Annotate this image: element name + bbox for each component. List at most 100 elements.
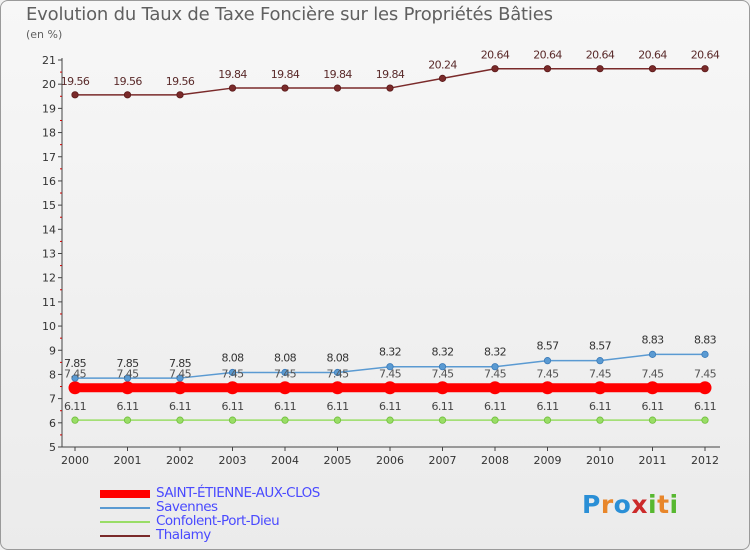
y-tick-label: 14 bbox=[42, 223, 56, 236]
data-label: 7.45 bbox=[431, 368, 454, 381]
x-tick-label: 2011 bbox=[639, 454, 667, 467]
data-label: 19.56 bbox=[61, 75, 90, 88]
x-tick-label: 2006 bbox=[376, 454, 404, 467]
data-point bbox=[333, 416, 342, 424]
data-point bbox=[541, 381, 554, 395]
data-point bbox=[491, 363, 499, 371]
y-tick-label: 9 bbox=[49, 344, 56, 357]
data-label: 20.64 bbox=[481, 49, 510, 62]
data-label: 8.08 bbox=[221, 352, 244, 365]
legend-item: Confolent-Port-Dieu bbox=[100, 513, 460, 529]
data-label: 7.45 bbox=[274, 368, 297, 381]
data-label: 6.11 bbox=[326, 400, 348, 413]
y-tick-label: 19 bbox=[42, 102, 56, 115]
data-label: 6.11 bbox=[536, 400, 558, 413]
data-point bbox=[71, 374, 79, 382]
x-tick-label: 2012 bbox=[691, 454, 719, 467]
data-label: 7.45 bbox=[64, 368, 87, 381]
data-label: 6.11 bbox=[169, 400, 191, 413]
data-label: 8.08 bbox=[326, 352, 349, 365]
data-point bbox=[176, 91, 184, 99]
data-label: 7.85 bbox=[64, 357, 87, 370]
data-point bbox=[176, 374, 184, 382]
data-point bbox=[701, 65, 709, 73]
legend-item: SAINT-ÉTIENNE-AUX-CLOS bbox=[100, 485, 460, 501]
logo-letter: i bbox=[669, 490, 679, 519]
logo-letter: o bbox=[613, 490, 632, 519]
data-label: 6.11 bbox=[116, 400, 138, 413]
logo-letter: P bbox=[582, 490, 601, 519]
data-label: 8.57 bbox=[536, 340, 559, 353]
y-tick-label: 17 bbox=[42, 151, 56, 164]
data-label: 19.84 bbox=[218, 68, 247, 81]
y-tick-label: 12 bbox=[42, 272, 56, 285]
data-label: 7.45 bbox=[536, 368, 559, 381]
data-point bbox=[701, 416, 709, 424]
data-label: 19.84 bbox=[271, 68, 300, 81]
data-point bbox=[226, 381, 239, 395]
x-tick-label: 2000 bbox=[61, 454, 89, 467]
data-label: 7.85 bbox=[169, 357, 192, 370]
data-label: 8.32 bbox=[484, 346, 506, 359]
data-label: 7.45 bbox=[379, 368, 402, 381]
data-label: 7.45 bbox=[326, 368, 349, 381]
data-point bbox=[123, 416, 132, 424]
data-label: 7.45 bbox=[589, 368, 612, 381]
x-tick-label: 2002 bbox=[166, 454, 194, 467]
data-point bbox=[646, 381, 659, 395]
logo-letter: r bbox=[600, 490, 614, 519]
data-point bbox=[228, 368, 237, 377]
series-confolent-port-dieu bbox=[71, 416, 709, 424]
data-point bbox=[123, 374, 132, 382]
logo-letter: x bbox=[631, 490, 648, 519]
data-label: 7.85 bbox=[116, 357, 139, 370]
y-tick-label: 8 bbox=[49, 368, 56, 381]
data-point bbox=[386, 84, 394, 92]
x-tick-label: 2005 bbox=[324, 454, 352, 467]
data-point bbox=[228, 416, 237, 424]
x-tick-label: 2001 bbox=[114, 454, 142, 467]
data-point bbox=[386, 416, 394, 424]
data-label: 6.11 bbox=[589, 400, 611, 413]
data-label: 7.45 bbox=[169, 368, 192, 381]
data-label: 8.32 bbox=[379, 346, 401, 359]
chart-title: Evolution du Taux de Taxe Foncière sur l… bbox=[26, 4, 553, 25]
data-point bbox=[386, 363, 394, 371]
data-label: 8.57 bbox=[589, 340, 612, 353]
unit-label: (en %) bbox=[26, 28, 63, 41]
data-label: 7.45 bbox=[641, 368, 664, 381]
data-point bbox=[281, 84, 289, 92]
data-label: 20.64 bbox=[586, 49, 615, 62]
data-point bbox=[123, 91, 132, 99]
y-tick-label: 13 bbox=[42, 248, 56, 261]
data-point bbox=[71, 91, 79, 99]
data-label: 7.45 bbox=[116, 368, 139, 381]
data-label: 7.45 bbox=[694, 368, 717, 381]
data-point bbox=[648, 416, 657, 424]
data-point bbox=[68, 381, 82, 395]
data-label: 20.24 bbox=[428, 58, 457, 71]
y-tick-label: 11 bbox=[42, 296, 56, 309]
data-label: 19.56 bbox=[113, 75, 142, 88]
x-tick-label: 2004 bbox=[271, 454, 299, 467]
logo-letter: i bbox=[648, 490, 658, 519]
data-point bbox=[278, 381, 292, 395]
data-point bbox=[333, 368, 342, 377]
data-point bbox=[488, 381, 502, 395]
data-label: 6.11 bbox=[641, 400, 663, 413]
y-tick-label: 15 bbox=[42, 199, 56, 212]
series-thalamy bbox=[71, 65, 709, 99]
data-point bbox=[383, 381, 397, 395]
data-label: 20.64 bbox=[691, 49, 720, 62]
y-tick-label: 18 bbox=[42, 127, 56, 140]
legend-swatch bbox=[100, 507, 150, 509]
series-savennes bbox=[71, 350, 709, 382]
legend-label: Thalamy bbox=[156, 527, 211, 543]
legend-swatch bbox=[100, 490, 150, 498]
legend-label: Savennes bbox=[156, 499, 218, 515]
y-tick-label: 21 bbox=[42, 54, 56, 67]
data-point bbox=[436, 381, 449, 395]
data-label: 19.56 bbox=[166, 75, 195, 88]
data-label: 8.83 bbox=[641, 333, 664, 346]
data-label: 6.11 bbox=[64, 400, 86, 413]
